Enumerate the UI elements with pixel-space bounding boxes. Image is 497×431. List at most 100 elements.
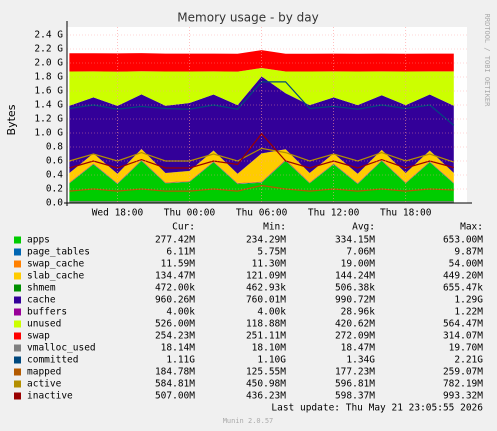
x-tick-label: Thu 00:00 xyxy=(164,208,216,219)
stat-value: 6.11M xyxy=(166,247,195,258)
legend-swatch xyxy=(14,260,21,268)
footer: Munin 2.0.57 xyxy=(223,417,274,425)
legend-label: active xyxy=(27,379,62,390)
stat-value: 314.07M xyxy=(443,331,483,342)
stat-value: 184.78M xyxy=(155,367,195,378)
stat-value: 596.81M xyxy=(335,379,375,390)
stat-value: 960.26M xyxy=(155,295,195,306)
y-tick-label: 0.6 xyxy=(46,156,63,167)
legend-swatch xyxy=(14,332,21,340)
stat-value: 782.19M xyxy=(443,379,483,390)
legend-swatch xyxy=(14,356,21,364)
legend-swatch xyxy=(14,380,21,388)
legend-label: cache xyxy=(27,295,56,306)
stat-value: 584.81M xyxy=(155,379,195,390)
y-tick-label: 2.2 G xyxy=(34,44,63,55)
stat-value: 254.23M xyxy=(155,331,195,342)
stat-value: 990.72M xyxy=(335,295,375,306)
legend-swatch xyxy=(14,368,21,376)
line-series xyxy=(69,147,454,163)
legend-swatch xyxy=(14,344,21,352)
legend-label: buffers xyxy=(27,307,67,318)
stat-value: 436.23M xyxy=(246,391,286,402)
stat-value: 4.00k xyxy=(166,307,195,318)
legend-swatch xyxy=(14,296,21,304)
stat-value: 54.00M xyxy=(449,259,484,270)
legend-label: mapped xyxy=(27,367,61,378)
stat-value: 2.21G xyxy=(454,355,483,366)
stat-value: 272.09M xyxy=(335,331,375,342)
legend-label: shmem xyxy=(27,283,56,294)
stat-value: 472.00k xyxy=(155,283,195,294)
area-series xyxy=(69,76,454,174)
stat-value: 1.34G xyxy=(346,355,375,366)
stat-value: 121.09M xyxy=(246,271,286,282)
stat-value: 506.38k xyxy=(335,283,375,294)
y-tick-label: 0.2 xyxy=(46,184,63,195)
area-series xyxy=(69,68,454,106)
stat-value: 564.47M xyxy=(443,319,483,330)
legend-swatch xyxy=(14,320,21,328)
y-tick-label: 1.8 G xyxy=(34,72,63,83)
legend-label: swap xyxy=(27,331,50,342)
legend-label: apps xyxy=(27,235,50,246)
stat-value: 234.29M xyxy=(246,235,286,246)
stat-value: 9.87M xyxy=(454,247,483,258)
y-tick-label: 1.4 G xyxy=(34,100,63,111)
y-tick-label: 0.0 xyxy=(46,198,63,209)
y-tick-label: 2.0 G xyxy=(34,58,63,69)
area-series xyxy=(69,161,454,203)
stat-header: Cur: xyxy=(172,222,195,233)
legend-swatch xyxy=(14,272,21,280)
stat-value: 277.42M xyxy=(155,235,195,246)
stat-value: 19.70M xyxy=(449,343,484,354)
legend-label: inactive xyxy=(27,391,73,402)
line-series xyxy=(69,184,454,192)
stat-value: 18.47M xyxy=(341,343,376,354)
stat-value: 18.10M xyxy=(252,343,287,354)
stat-value: 4.00k xyxy=(257,307,286,318)
legend-label: vmalloc_used xyxy=(27,343,96,354)
stat-value: 1.29G xyxy=(454,295,483,306)
stat-value: 177.23M xyxy=(335,367,375,378)
legend-label: committed xyxy=(27,355,78,366)
y-tick-label: 0.8 xyxy=(46,142,63,153)
side-text: RRDTOOL / TOBI OETIKER xyxy=(483,14,491,108)
y-tick-label: 1.0 G xyxy=(34,128,63,139)
stat-value: 653.00M xyxy=(443,235,483,246)
stat-value: 334.15M xyxy=(335,235,375,246)
stat-value: 18.14M xyxy=(161,343,196,354)
stat-value: 144.24M xyxy=(335,271,375,282)
y-axis-label: Bytes xyxy=(5,104,18,135)
stat-value: 118.88M xyxy=(246,319,286,330)
y-tick-label: 1.2 G xyxy=(34,114,63,125)
stat-value: 449.20M xyxy=(443,271,483,282)
legend-label: page_tables xyxy=(27,247,90,258)
stat-value: 259.07M xyxy=(443,367,483,378)
stat-value: 462.93k xyxy=(246,283,286,294)
stat-value: 420.62M xyxy=(335,319,375,330)
stat-value: 251.11M xyxy=(246,331,286,342)
y-tick-label: 2.4 G xyxy=(34,30,63,41)
x-tick-label: Thu 06:00 xyxy=(236,208,288,219)
legend-label: slab_cache xyxy=(27,271,84,282)
stat-value: 450.98M xyxy=(246,379,286,390)
stat-value: 1.10G xyxy=(257,355,286,366)
last-update: Last update: Thu May 21 23:05:55 2026 xyxy=(271,403,483,414)
x-tick-label: Thu 18:00 xyxy=(380,208,432,219)
stat-value: 1.11G xyxy=(166,355,195,366)
stat-value: 1.22M xyxy=(454,307,483,318)
chart-title: Memory usage - by day xyxy=(177,11,318,25)
y-tick-label: 0.4 xyxy=(46,170,63,181)
stat-value: 19.00M xyxy=(341,259,376,270)
stat-value: 5.75M xyxy=(257,247,286,258)
stat-value: 993.32M xyxy=(443,391,483,402)
legend-swatch xyxy=(14,248,21,256)
stat-header: Max: xyxy=(460,222,483,233)
stat-value: 11.30M xyxy=(252,259,287,270)
stat-value: 7.06M xyxy=(346,247,375,258)
y-tick-label: 1.6 G xyxy=(34,86,63,97)
line-series xyxy=(69,132,454,169)
x-tick-label: Wed 18:00 xyxy=(92,208,144,219)
